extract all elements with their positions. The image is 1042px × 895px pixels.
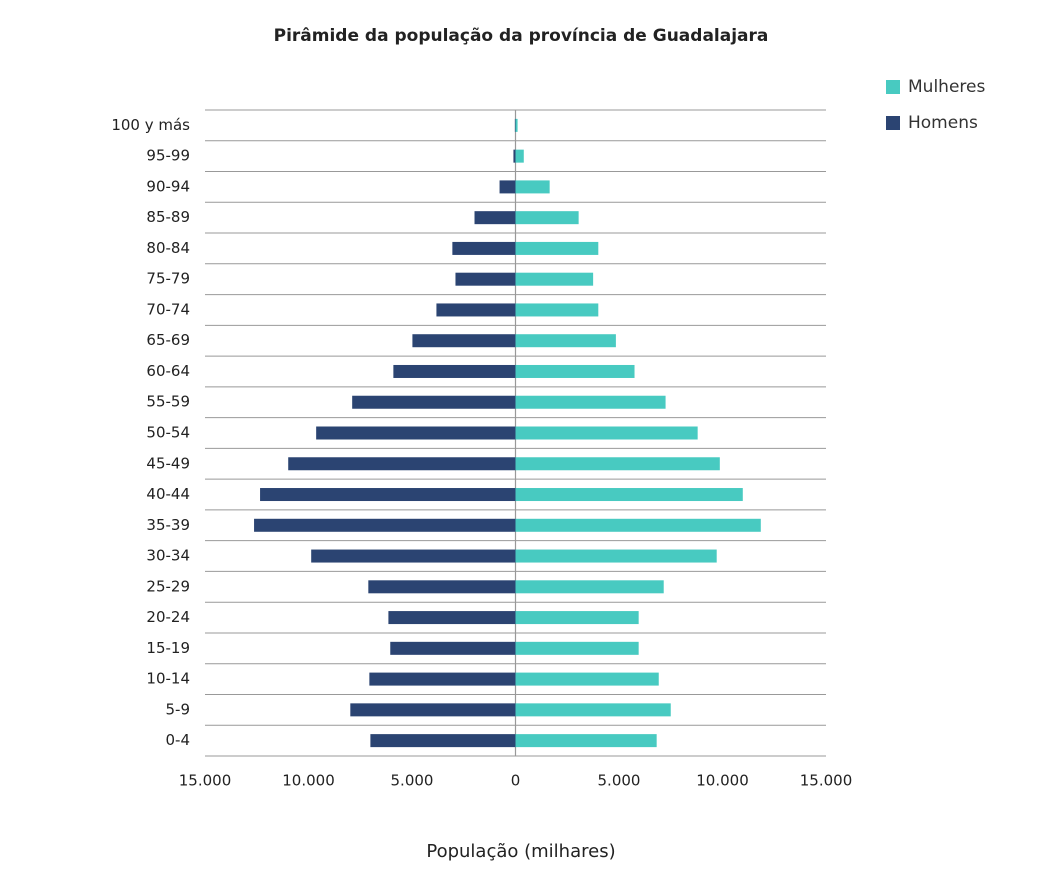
bar	[515, 703, 671, 717]
chart-title: Pirâmide da população da província de Gu…	[274, 26, 769, 46]
x-tick-label: 0	[511, 772, 521, 790]
y-tick-label: 15-19	[146, 639, 190, 657]
y-tick-label: 20-24	[146, 608, 190, 626]
y-tick-label: 30-34	[146, 547, 190, 565]
x-tick-label: 5.000	[598, 772, 641, 790]
bar	[515, 641, 639, 655]
y-tick-label: 25-29	[146, 577, 190, 595]
x-tick-label: 10.000	[282, 772, 335, 790]
bar	[515, 734, 657, 748]
bar	[350, 703, 516, 717]
bar	[515, 272, 594, 286]
bar	[316, 426, 516, 440]
x-tick-label: 5.000	[391, 772, 434, 790]
legend-label: Homens	[908, 113, 978, 133]
y-tick-label: 90-94	[146, 177, 190, 195]
bar	[393, 364, 516, 378]
bar	[368, 580, 516, 594]
bar	[515, 672, 659, 686]
x-axis-label: População (milhares)	[426, 841, 615, 862]
bar	[352, 395, 516, 409]
legend-swatch	[886, 116, 900, 130]
bar	[515, 457, 720, 471]
y-tick-label: 65-69	[146, 331, 190, 349]
bar	[474, 211, 516, 225]
bar	[515, 364, 635, 378]
bar	[369, 672, 516, 686]
y-tick-label: 75-79	[146, 270, 190, 288]
y-tick-label: 70-74	[146, 300, 190, 318]
y-tick-label: 45-49	[146, 454, 190, 472]
bar	[515, 180, 550, 194]
bar	[499, 180, 516, 194]
y-tick-label: 40-44	[146, 485, 190, 503]
bar	[515, 211, 579, 225]
bar	[390, 641, 516, 655]
y-tick-label: 50-54	[146, 424, 190, 442]
bar	[452, 241, 516, 255]
x-tick-label: 15.000	[800, 772, 853, 790]
bar	[515, 426, 698, 440]
bar	[515, 518, 761, 532]
bar	[515, 549, 717, 563]
bar	[515, 580, 664, 594]
bar	[515, 241, 599, 255]
legend-label: Mulheres	[908, 77, 985, 97]
y-tick-label: 10-14	[146, 670, 190, 688]
bar	[513, 149, 516, 163]
bar	[515, 149, 524, 163]
bar	[412, 334, 516, 348]
y-tick-label: 85-89	[146, 208, 190, 226]
x-tick-label: 15.000	[179, 772, 232, 790]
bar	[288, 457, 516, 471]
bar	[515, 118, 518, 132]
y-tick-label: 60-64	[146, 362, 190, 380]
bar	[515, 303, 599, 317]
bar	[254, 518, 516, 532]
bar	[260, 488, 516, 502]
bar	[370, 734, 516, 748]
bar	[515, 611, 639, 625]
bar	[515, 488, 743, 502]
y-tick-label: 80-84	[146, 239, 190, 257]
y-tick-label: 55-59	[146, 393, 190, 411]
y-tick-label: 5-9	[166, 700, 191, 718]
bar	[514, 118, 516, 132]
y-tick-label: 95-99	[146, 147, 190, 165]
x-tick-label: 10.000	[696, 772, 749, 790]
y-tick-label: 100 y más	[111, 116, 190, 134]
y-tick-label: 35-39	[146, 516, 190, 534]
bar	[436, 303, 516, 317]
y-tick-label: 0-4	[166, 731, 191, 749]
bar	[515, 395, 666, 409]
legend-swatch	[886, 80, 900, 94]
bar	[388, 611, 516, 625]
bar	[455, 272, 516, 286]
bar	[311, 549, 516, 563]
bar	[515, 334, 616, 348]
